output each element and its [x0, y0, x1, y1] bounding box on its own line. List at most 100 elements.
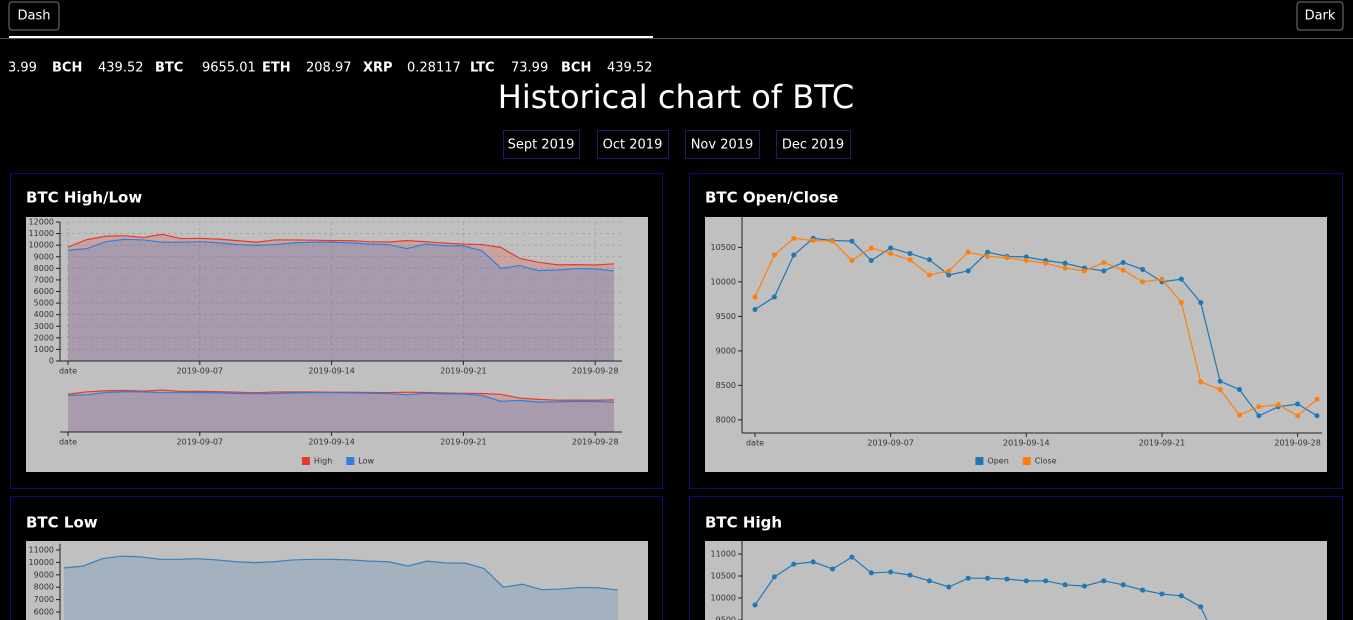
- legend-swatch: [301, 457, 310, 465]
- legend-label: Close: [1035, 457, 1057, 466]
- y-tick-label: 6000: [34, 608, 54, 617]
- point: [1295, 413, 1301, 419]
- point: [965, 268, 971, 274]
- point: [752, 602, 758, 608]
- x-tick-label: 2019-09-14: [1003, 439, 1050, 448]
- point: [868, 245, 874, 251]
- y-tick-label: 9000: [34, 570, 54, 579]
- point: [1256, 404, 1262, 410]
- month-button[interactable]: [503, 130, 580, 159]
- point: [1120, 582, 1126, 588]
- point: [1295, 401, 1301, 407]
- area: [64, 556, 618, 620]
- plot-background: [705, 217, 1327, 472]
- y-tick-label: 1000: [34, 345, 54, 354]
- point: [1023, 578, 1029, 584]
- y-tick-label: 10500: [711, 243, 736, 252]
- x-tick-label: 2019-09-07: [867, 439, 914, 448]
- point: [946, 268, 952, 274]
- month-button-label[interactable]: Dec 2019: [782, 138, 844, 153]
- dash-button[interactable]: [8, 1, 60, 31]
- point: [1178, 593, 1184, 599]
- x-tick-label: 2019-09-07: [177, 367, 224, 376]
- point: [926, 272, 932, 278]
- page-title: Historical chart of BTC: [498, 78, 854, 116]
- x-tick-label: 2019-09-28: [572, 367, 619, 376]
- point: [1023, 257, 1029, 263]
- point: [1120, 260, 1126, 266]
- point: [985, 575, 991, 581]
- y-tick-label: 7000: [34, 275, 54, 284]
- month-button-label[interactable]: Oct 2019: [603, 138, 663, 153]
- point: [771, 294, 777, 300]
- line: [754, 237, 1318, 417]
- point: [830, 238, 836, 244]
- month-button[interactable]: [685, 130, 760, 159]
- point: [907, 572, 913, 578]
- panel-title: BTC High/Low: [26, 189, 142, 207]
- point: [1217, 378, 1223, 384]
- ticker-price: 208.97: [306, 61, 352, 76]
- ticker-price: 73.99: [511, 61, 548, 76]
- y-tick-label: 3000: [34, 322, 54, 331]
- point: [965, 249, 971, 255]
- ticker-symbol: LTC: [470, 61, 495, 76]
- point: [810, 237, 816, 243]
- line: [67, 389, 615, 401]
- legend-swatch: [346, 457, 355, 465]
- point: [868, 257, 874, 263]
- point: [849, 554, 855, 560]
- legend-swatch: [975, 457, 984, 465]
- x-tick-label: date: [59, 438, 77, 447]
- y-tick-label: 12000: [29, 218, 54, 227]
- month-button-label[interactable]: Nov 2019: [691, 138, 754, 153]
- line: [67, 238, 615, 272]
- point: [771, 574, 777, 580]
- x-tick-label: 2019-09-07: [177, 438, 224, 447]
- area: [68, 239, 614, 361]
- panel-title: BTC High: [705, 514, 782, 532]
- point: [1198, 300, 1204, 306]
- x-tick-label: 2019-09-28: [1274, 439, 1321, 448]
- y-tick-label: 10500: [711, 572, 736, 581]
- y-tick-label: 11000: [29, 546, 54, 555]
- dark-button[interactable]: [1296, 1, 1344, 31]
- x-tick-label: 2019-09-21: [440, 367, 487, 376]
- month-button[interactable]: [776, 130, 851, 159]
- dash-button-label[interactable]: Dash: [18, 9, 51, 24]
- panel: [10, 496, 663, 620]
- dark-button-label[interactable]: Dark: [1305, 9, 1336, 24]
- area: [68, 391, 614, 432]
- point: [907, 257, 913, 263]
- point: [1178, 300, 1184, 306]
- y-tick-label: 7000: [34, 595, 54, 604]
- month-button-label[interactable]: Sept 2019: [508, 138, 575, 153]
- line: [67, 391, 615, 403]
- line: [754, 237, 1318, 417]
- y-tick-label: 2000: [34, 333, 54, 342]
- area: [68, 234, 614, 361]
- legend-label: High: [314, 457, 332, 466]
- point: [791, 561, 797, 567]
- point: [868, 570, 874, 576]
- line: [754, 556, 1208, 620]
- panel: [689, 496, 1343, 620]
- plot-background: [26, 217, 648, 472]
- x-tick-label: 2019-09-14: [308, 367, 355, 376]
- point: [1140, 587, 1146, 593]
- point: [791, 235, 797, 241]
- ticker-price: 3.99: [8, 61, 37, 76]
- point: [946, 584, 952, 590]
- month-button[interactable]: [597, 130, 669, 159]
- y-tick-label: 10000: [711, 277, 736, 286]
- y-tick-label: 9500: [716, 312, 736, 321]
- point: [985, 249, 991, 255]
- ticker-price: 9655.01: [202, 61, 256, 76]
- panel: [10, 173, 663, 489]
- point: [1023, 254, 1029, 260]
- y-tick-label: 9000: [716, 346, 736, 355]
- y-tick-label: 10000: [29, 241, 54, 250]
- point: [1081, 583, 1087, 589]
- plot-background: [26, 541, 648, 620]
- x-tick-label: 2019-09-14: [308, 438, 355, 447]
